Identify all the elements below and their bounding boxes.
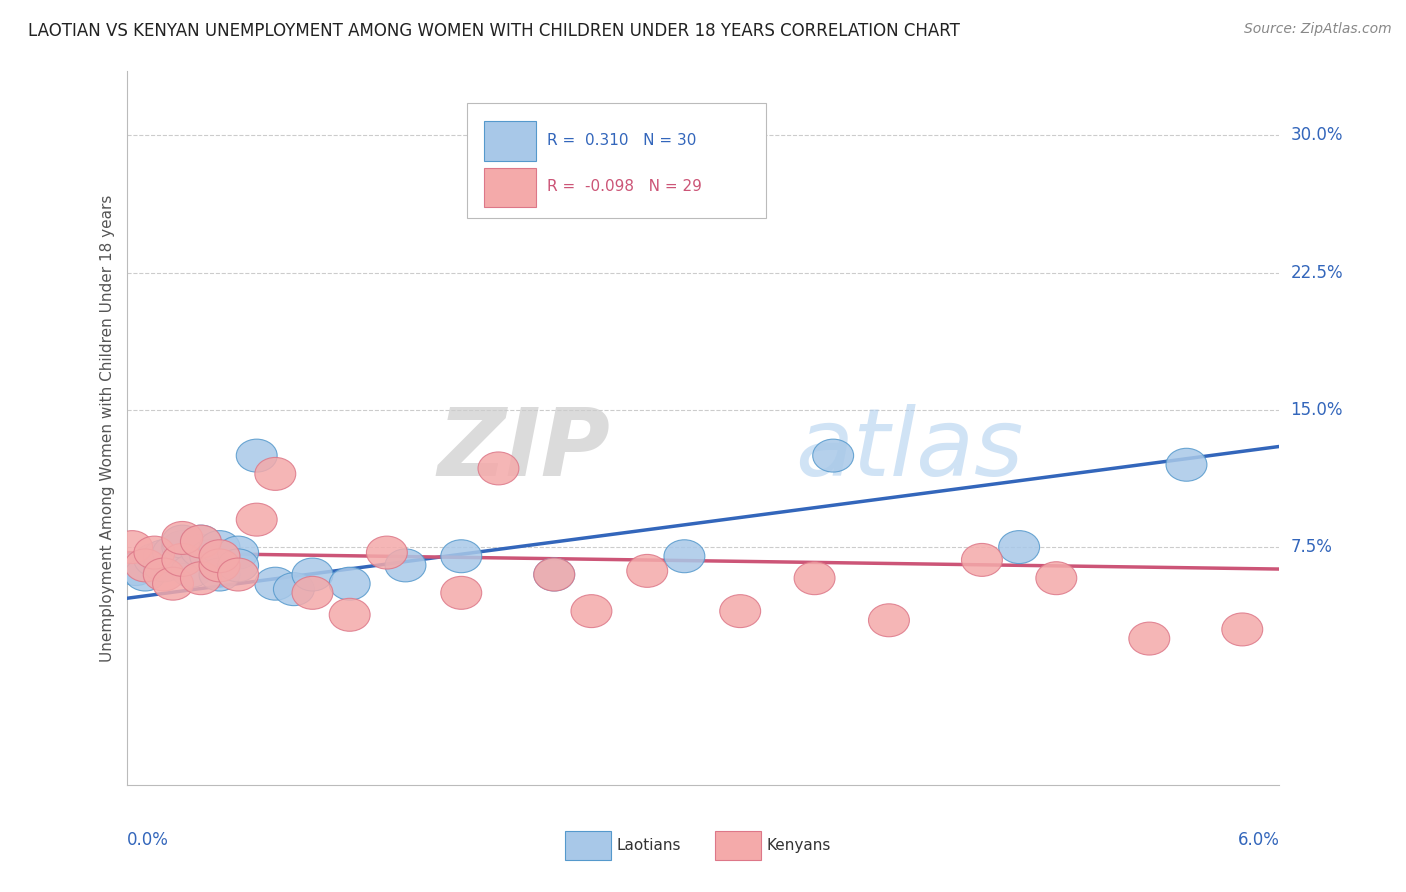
Ellipse shape xyxy=(172,555,212,587)
Ellipse shape xyxy=(125,549,166,582)
Ellipse shape xyxy=(478,452,519,485)
Ellipse shape xyxy=(162,543,202,576)
Ellipse shape xyxy=(1222,613,1263,646)
Ellipse shape xyxy=(143,558,184,591)
Text: 7.5%: 7.5% xyxy=(1291,538,1333,556)
Ellipse shape xyxy=(1129,622,1170,655)
Ellipse shape xyxy=(292,576,333,609)
Ellipse shape xyxy=(190,540,231,573)
Text: Laotians: Laotians xyxy=(617,838,681,853)
Ellipse shape xyxy=(180,534,221,567)
Ellipse shape xyxy=(254,458,295,491)
Ellipse shape xyxy=(292,558,333,591)
Ellipse shape xyxy=(962,543,1002,576)
Ellipse shape xyxy=(571,595,612,628)
Ellipse shape xyxy=(273,573,315,606)
Ellipse shape xyxy=(236,503,277,536)
Text: Kenyans: Kenyans xyxy=(766,838,831,853)
Ellipse shape xyxy=(200,545,240,578)
Text: 6.0%: 6.0% xyxy=(1237,831,1279,849)
Ellipse shape xyxy=(869,604,910,637)
Ellipse shape xyxy=(134,536,174,569)
Ellipse shape xyxy=(329,567,370,600)
Ellipse shape xyxy=(162,543,202,576)
FancyBboxPatch shape xyxy=(714,831,761,860)
Text: R =  0.310   N = 30: R = 0.310 N = 30 xyxy=(547,133,697,148)
Ellipse shape xyxy=(1166,449,1206,481)
Ellipse shape xyxy=(813,439,853,472)
FancyBboxPatch shape xyxy=(484,168,536,207)
Ellipse shape xyxy=(153,536,194,569)
Ellipse shape xyxy=(720,595,761,628)
FancyBboxPatch shape xyxy=(565,831,610,860)
Ellipse shape xyxy=(385,549,426,582)
Text: R =  -0.098   N = 29: R = -0.098 N = 29 xyxy=(547,179,702,194)
Ellipse shape xyxy=(125,558,166,591)
Text: LAOTIAN VS KENYAN UNEMPLOYMENT AMONG WOMEN WITH CHILDREN UNDER 18 YEARS CORRELAT: LAOTIAN VS KENYAN UNEMPLOYMENT AMONG WOM… xyxy=(28,22,960,40)
Ellipse shape xyxy=(111,531,153,564)
Y-axis label: Unemployment Among Women with Children Under 18 years: Unemployment Among Women with Children U… xyxy=(100,194,115,662)
Ellipse shape xyxy=(1036,562,1077,595)
Ellipse shape xyxy=(200,549,240,582)
Ellipse shape xyxy=(627,555,668,587)
Ellipse shape xyxy=(162,522,202,555)
FancyBboxPatch shape xyxy=(484,121,536,161)
Ellipse shape xyxy=(329,599,370,632)
Ellipse shape xyxy=(218,558,259,591)
Ellipse shape xyxy=(180,562,221,595)
Ellipse shape xyxy=(794,562,835,595)
Text: 30.0%: 30.0% xyxy=(1291,127,1343,145)
Ellipse shape xyxy=(218,536,259,569)
Text: atlas: atlas xyxy=(796,404,1024,495)
Ellipse shape xyxy=(534,558,575,591)
Ellipse shape xyxy=(134,543,174,576)
Ellipse shape xyxy=(441,540,482,573)
Text: 22.5%: 22.5% xyxy=(1291,264,1343,282)
Ellipse shape xyxy=(998,531,1039,564)
Ellipse shape xyxy=(180,525,221,558)
Text: ZIP: ZIP xyxy=(437,403,610,496)
Ellipse shape xyxy=(218,549,259,582)
Ellipse shape xyxy=(367,536,408,569)
Ellipse shape xyxy=(143,540,184,573)
Ellipse shape xyxy=(143,549,184,582)
Text: 0.0%: 0.0% xyxy=(127,831,169,849)
Ellipse shape xyxy=(664,540,704,573)
Ellipse shape xyxy=(162,525,202,558)
Ellipse shape xyxy=(180,525,221,558)
Text: Source: ZipAtlas.com: Source: ZipAtlas.com xyxy=(1244,22,1392,37)
Ellipse shape xyxy=(236,439,277,472)
Ellipse shape xyxy=(200,531,240,564)
Ellipse shape xyxy=(200,558,240,591)
Ellipse shape xyxy=(153,567,194,600)
FancyBboxPatch shape xyxy=(467,103,766,218)
Ellipse shape xyxy=(254,567,295,600)
Ellipse shape xyxy=(441,576,482,609)
Ellipse shape xyxy=(534,558,575,591)
Ellipse shape xyxy=(115,552,156,585)
Text: 15.0%: 15.0% xyxy=(1291,401,1343,419)
Ellipse shape xyxy=(162,531,202,564)
Ellipse shape xyxy=(200,540,240,573)
